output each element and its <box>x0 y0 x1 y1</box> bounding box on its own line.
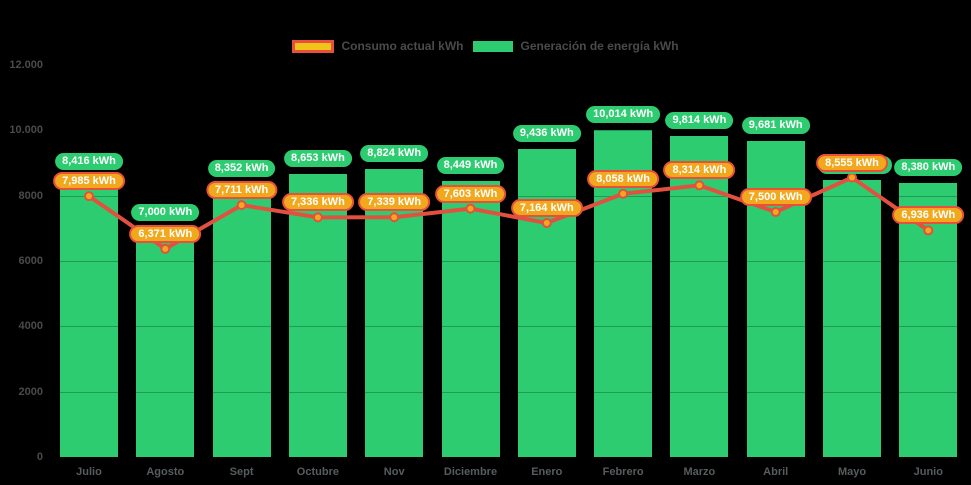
consumption-point[interactable] <box>465 203 476 214</box>
consumption-value-badge: 7,985 kWh <box>53 172 125 191</box>
generation-legend-swatch <box>473 40 514 52</box>
consumption-value-badge: 7,164 kWh <box>510 198 583 217</box>
generation-value-badge: 9,436 kWh <box>512 124 581 142</box>
y-axis-tick-label: 4000 <box>18 320 43 333</box>
consumption-value-badge: 7,711 kWh <box>205 181 278 200</box>
generation-value-badge: 9,681 kWh <box>741 116 810 134</box>
consumption-point[interactable] <box>694 180 705 191</box>
x-axis-label: Mayo <box>837 466 867 478</box>
consumption-point[interactable] <box>236 200 247 211</box>
x-axis-label: Nov <box>383 466 405 478</box>
y-gridline <box>48 391 966 393</box>
generation-value-badge: 8,416 kWh <box>55 153 123 171</box>
generation-bar[interactable] <box>823 179 881 457</box>
generation-value-badge: 9,814 kWh <box>665 112 734 130</box>
consumption-point[interactable] <box>389 212 400 223</box>
consumption-point[interactable] <box>770 207 781 217</box>
x-axis-label: Agosto <box>146 466 185 478</box>
chart-legend: Consumo actual kWh Generación de energía… <box>0 39 971 53</box>
x-axis-label: Diciembre <box>443 466 498 478</box>
y-gridline <box>48 326 966 328</box>
legend-item-consumption[interactable]: Consumo actual kWh <box>292 39 463 53</box>
generation-bar[interactable] <box>136 228 195 457</box>
x-axis-label: Julio <box>76 466 102 478</box>
consumption-point[interactable] <box>84 191 94 202</box>
generation-value-badge: 8,824 kWh <box>360 144 429 162</box>
consumption-point[interactable] <box>312 212 323 223</box>
generation-bar[interactable] <box>212 184 271 457</box>
consumption-value-badge: 7,336 kWh <box>281 193 354 212</box>
y-axis-tick-label: 2000 <box>18 385 43 398</box>
y-gridline <box>48 130 966 132</box>
y-gridline <box>48 261 966 262</box>
consumption-value-badge: 7,339 kWh <box>358 193 431 212</box>
x-axis-label: Enero <box>531 466 563 478</box>
x-axis-label: Junio <box>913 466 943 478</box>
y-gridline <box>48 195 966 197</box>
consumption-point[interactable] <box>847 172 857 183</box>
consumption-value-badge: 8,058 kWh <box>587 169 659 188</box>
consumption-point[interactable] <box>541 217 552 228</box>
x-axis-label: Marzo <box>683 466 716 478</box>
consumption-legend-label: Consumo actual kWh <box>341 39 464 53</box>
generation-value-badge: 10,014 kWh <box>586 105 661 123</box>
y-gridline <box>48 65 966 66</box>
consumption-value-badge: 7,500 kWh <box>739 188 812 206</box>
consumption-value-badge: 8,555 kWh <box>816 153 888 172</box>
legend-item-generation[interactable]: Generación de energía kWh <box>473 39 679 53</box>
x-axis-label: Sept <box>229 466 254 478</box>
y-axis-tick-label: 0 <box>36 451 43 463</box>
x-axis-label: Abril <box>763 466 789 478</box>
generation-value-badge: 7,000 kWh <box>131 204 200 222</box>
generation-legend-label: Generación de energía kWh <box>520 39 679 53</box>
x-axis-label: Febrero <box>602 466 644 478</box>
generation-value-badge: 8,653 kWh <box>283 150 352 168</box>
generation-value-badge: 8,380 kWh <box>894 159 963 177</box>
y-axis-tick-label: 12.000 <box>9 59 43 71</box>
y-axis-tick-label: 8000 <box>18 189 43 202</box>
generation-value-badge: 8,449 kWh <box>436 156 505 174</box>
consumption-point[interactable] <box>923 225 934 236</box>
generation-value-badge: 8,352 kWh <box>207 160 276 178</box>
consumption-value-badge: 6,936 kWh <box>892 206 965 225</box>
y-axis-tick-label: 6000 <box>18 255 43 267</box>
consumption-value-badge: 7,603 kWh <box>434 184 507 203</box>
consumption-line <box>87 175 931 251</box>
consumption-point[interactable] <box>618 188 629 199</box>
consumption-value-badge: 8,314 kWh <box>663 161 736 180</box>
generation-bar[interactable] <box>60 182 118 457</box>
consumption-point[interactable] <box>160 243 171 254</box>
y-axis-tick-label: 10.000 <box>9 124 43 137</box>
x-axis-label: Octubre <box>296 466 339 478</box>
consumption-value-badge: 6,371 kWh <box>129 224 202 243</box>
generation-bar[interactable] <box>441 180 500 457</box>
consumption-legend-swatch <box>292 39 335 53</box>
